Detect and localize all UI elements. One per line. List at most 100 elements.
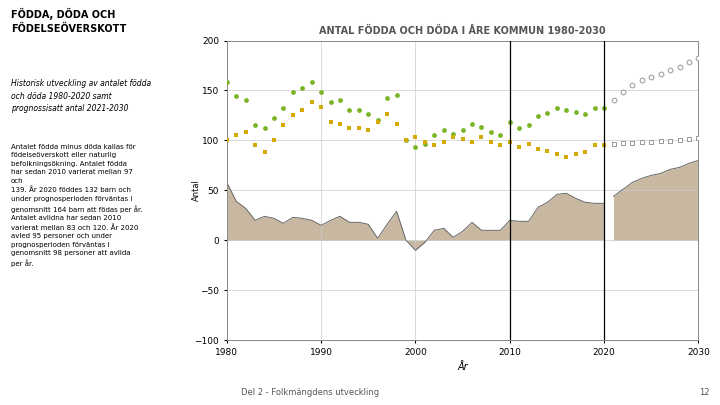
Point: [334, 121, 346, 128]
Point: [258, 149, 270, 156]
Text: Antalet födda minus döda kallas för
födelseöverskott eller naturlig
befolkningsö: Antalet födda minus döda kallas för föde…: [11, 143, 143, 267]
Point: [447, 134, 459, 141]
Point: [334, 97, 346, 104]
Point: [391, 121, 402, 128]
Point: [325, 99, 336, 106]
Point: [419, 139, 431, 146]
Point: [278, 122, 289, 129]
Point: [400, 137, 412, 144]
Point: [419, 141, 431, 148]
Point: [655, 71, 667, 78]
Point: [315, 104, 327, 111]
Point: [617, 89, 629, 96]
Point: [287, 89, 299, 96]
Point: [268, 115, 279, 122]
Point: [240, 129, 251, 136]
Point: [589, 105, 600, 112]
Point: [428, 132, 440, 139]
Point: [410, 134, 421, 141]
Point: [608, 141, 619, 148]
Point: [278, 105, 289, 112]
Point: [636, 139, 647, 146]
Point: [617, 140, 629, 147]
Point: [306, 79, 318, 86]
Point: [570, 151, 582, 158]
Point: [297, 107, 308, 114]
Point: [608, 97, 619, 104]
Text: 12: 12: [698, 388, 709, 397]
Text: Antal: Antal: [192, 179, 201, 201]
Point: [372, 119, 384, 126]
Point: [551, 151, 562, 158]
Point: [580, 149, 591, 156]
Point: [523, 141, 534, 148]
Point: [645, 139, 657, 146]
Point: [580, 111, 591, 118]
Point: [551, 105, 562, 112]
Point: [240, 97, 251, 104]
Point: [495, 132, 506, 139]
Point: [297, 85, 308, 92]
Point: [589, 142, 600, 149]
Point: [561, 107, 572, 114]
Point: [467, 139, 478, 146]
Point: [343, 107, 355, 114]
Point: [410, 144, 421, 151]
Point: [645, 74, 657, 81]
Point: [476, 134, 487, 141]
Title: ANTAL FÖDDA OCH DÖDA I ÅRE KOMMUN 1980-2030: ANTAL FÖDDA OCH DÖDA I ÅRE KOMMUN 1980-2…: [319, 26, 606, 36]
Point: [561, 154, 572, 161]
Point: [541, 110, 553, 117]
Point: [693, 55, 704, 62]
Point: [523, 122, 534, 129]
Point: [428, 142, 440, 149]
Point: [456, 136, 468, 143]
Point: [447, 131, 459, 138]
Point: [532, 113, 544, 119]
Point: [391, 92, 402, 99]
Point: [495, 142, 506, 149]
X-axis label: År: År: [457, 362, 468, 372]
Point: [249, 122, 261, 129]
Point: [513, 125, 525, 132]
Point: [268, 137, 279, 144]
Point: [456, 127, 468, 134]
Point: [513, 144, 525, 151]
Point: [532, 146, 544, 153]
Point: [249, 142, 261, 149]
Point: [325, 119, 336, 126]
Point: [655, 138, 667, 145]
Point: [438, 139, 449, 146]
Point: [230, 93, 242, 100]
Text: Del 2 - Folkmängdens utveckling: Del 2 - Folkmängdens utveckling: [240, 388, 379, 397]
Point: [400, 137, 412, 144]
Point: [343, 125, 355, 132]
Point: [230, 132, 242, 139]
Point: [665, 138, 676, 145]
Point: [683, 59, 695, 66]
Point: [362, 111, 374, 118]
Point: [438, 127, 449, 134]
Point: [683, 136, 695, 143]
Text: FÖDDA, DÖDA OCH
FÖDELSEÖVERSKOTT: FÖDDA, DÖDA OCH FÖDELSEÖVERSKOTT: [11, 8, 127, 34]
Point: [636, 77, 647, 84]
Point: [570, 109, 582, 116]
Point: [353, 125, 364, 132]
Point: [665, 67, 676, 74]
Point: [598, 142, 610, 149]
Point: [674, 137, 685, 144]
Point: [306, 99, 318, 106]
Point: [504, 139, 516, 146]
Point: [467, 121, 478, 128]
Point: [674, 64, 685, 71]
Point: [541, 148, 553, 155]
Text: Historisk utveckling av antalet födda
och döda 1980-2020 samt
prognossisatt anta: Historisk utveckling av antalet födda oc…: [11, 79, 151, 113]
Point: [504, 119, 516, 126]
Point: [485, 129, 497, 136]
Point: [598, 105, 610, 112]
Point: [221, 137, 233, 144]
Point: [476, 124, 487, 131]
Point: [382, 111, 393, 118]
Point: [221, 79, 233, 86]
Point: [372, 117, 384, 124]
